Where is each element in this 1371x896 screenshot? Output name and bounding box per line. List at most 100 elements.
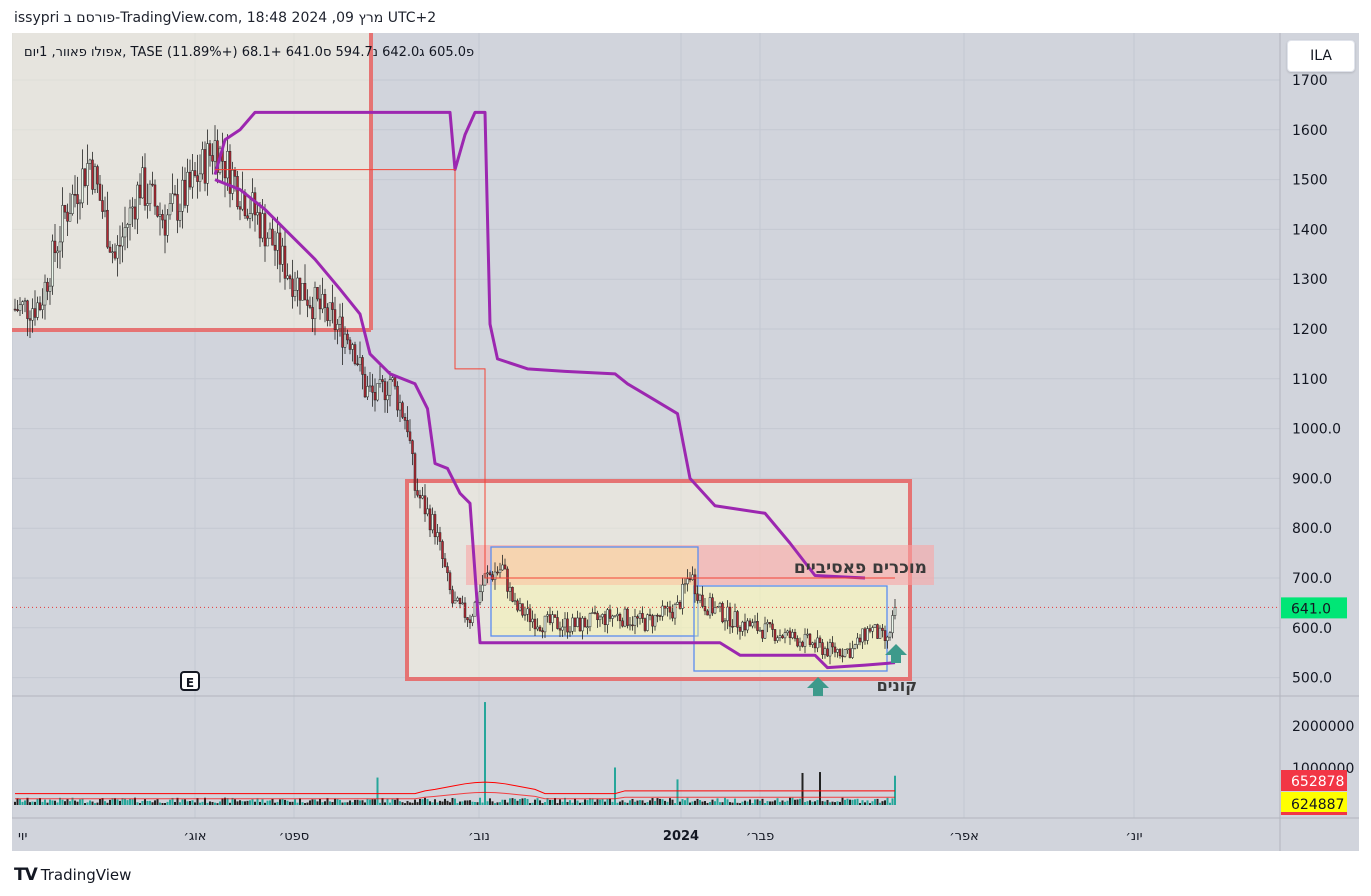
candle-body	[498, 569, 502, 573]
indicator-lines	[12, 110, 1280, 670]
volume-bar	[359, 800, 361, 805]
volume-bar	[504, 799, 506, 805]
candle-body	[438, 532, 442, 542]
candle-body	[561, 626, 564, 631]
candle-body	[398, 402, 402, 411]
volume-bar	[839, 801, 841, 805]
candle-body	[836, 649, 839, 653]
candle-body	[168, 203, 172, 216]
candle-body	[491, 574, 494, 580]
candle-body	[226, 151, 229, 179]
candle-body	[433, 514, 437, 538]
volume-bar	[886, 797, 889, 805]
candle-body	[711, 597, 714, 614]
candle-body	[178, 211, 182, 221]
earnings-marker[interactable]: E	[180, 671, 200, 691]
candle-body	[578, 617, 582, 632]
candle-body	[378, 379, 382, 384]
volume-bar	[224, 797, 226, 805]
candle-body	[511, 586, 514, 602]
volume-bar	[526, 798, 529, 805]
volume-bar	[59, 797, 61, 805]
price-tick-label: 1500	[1292, 173, 1328, 189]
candle-body	[41, 304, 44, 310]
volume-bar	[456, 803, 459, 805]
candle-body	[713, 607, 717, 614]
volume-badge-label: 624887	[1291, 797, 1344, 813]
candle-body	[406, 420, 409, 433]
volume-bar	[684, 800, 686, 805]
volume-bar	[244, 801, 246, 805]
candle-body	[296, 277, 299, 291]
time-tick-label: אפר׳	[949, 829, 979, 844]
volume-badge-2	[1281, 792, 1347, 814]
candle-body	[283, 245, 287, 279]
volume-bar	[589, 798, 591, 805]
volume-bar	[259, 801, 261, 805]
volume-bar	[351, 802, 354, 805]
candle-body	[431, 514, 434, 531]
volume-bar	[511, 798, 514, 805]
candle-body	[146, 203, 149, 206]
candle-body	[541, 630, 544, 633]
candle-body	[598, 616, 602, 621]
volume-bar	[229, 802, 231, 805]
candle-body	[816, 637, 819, 649]
volume-bar	[634, 801, 636, 805]
candle-body	[121, 236, 124, 247]
candle-body	[313, 287, 317, 320]
volume-bar	[874, 799, 876, 805]
candle-body	[516, 600, 519, 611]
candle-body	[861, 628, 864, 643]
candle-body	[316, 287, 319, 300]
candle-body	[783, 632, 787, 639]
currency-button[interactable]: ILA	[1287, 40, 1355, 72]
candle-body	[891, 615, 894, 634]
candle-body	[416, 490, 419, 496]
symbol-info-line[interactable]: אפולו פאוור, 1יום, TASE פ605.0 ג642.0 נ5…	[24, 45, 475, 60]
candle-body	[843, 649, 847, 657]
volume-bar	[156, 799, 159, 805]
candle-body	[721, 603, 724, 623]
tradingview-brand[interactable]: 𝗧𝗩 TradingView	[14, 865, 131, 885]
volume-bar	[746, 801, 749, 805]
volume-bar	[386, 798, 389, 805]
candles	[13, 125, 897, 665]
sellers-label: מוכרים פאסיביים	[794, 558, 927, 578]
chart-caption: issypri פורסם ב-TradingView.com, 18:48 2…	[14, 10, 437, 26]
price-tick-label: 600.0	[1292, 621, 1332, 637]
volume-bar	[264, 802, 266, 805]
candle-body	[726, 606, 729, 621]
candle-body	[428, 508, 432, 531]
volume-bar	[344, 802, 346, 805]
volume-bar	[319, 798, 321, 805]
candle-body	[408, 431, 412, 441]
price-tick-label: 1700	[1292, 73, 1328, 89]
candle-body	[373, 392, 377, 401]
volume-bar	[446, 800, 449, 805]
candle-body	[153, 184, 157, 207]
volume-bar	[784, 801, 786, 805]
candle-body	[388, 379, 392, 396]
volume-bar	[226, 798, 229, 805]
volume-bar	[449, 802, 451, 805]
price-chart-svg[interactable]: מוכרים פאסיביים קונים 1700 1600 1500 1400 1300…	[12, 33, 1359, 851]
candle-body	[138, 184, 142, 199]
candle-body	[158, 214, 162, 217]
volume-bar	[796, 799, 799, 805]
volume-bar	[236, 801, 239, 805]
candle-body	[263, 213, 267, 247]
volume-bar	[21, 801, 24, 805]
volume-tick-label: 2000000	[1292, 719, 1354, 735]
volume-bar	[431, 802, 434, 805]
volume-bar	[509, 798, 511, 805]
volume-bar	[104, 801, 106, 805]
candle-body	[571, 617, 574, 632]
chart-area[interactable]: מוכרים פאסיביים קונים 1700 1600 1500 1400 1300…	[12, 33, 1359, 851]
volume-bar	[176, 797, 179, 805]
volume-bar	[866, 800, 869, 805]
candle-body	[271, 228, 274, 246]
volume-bar	[116, 799, 119, 805]
volume-ma-line-2	[15, 791, 895, 800]
volume-bar	[846, 798, 849, 805]
